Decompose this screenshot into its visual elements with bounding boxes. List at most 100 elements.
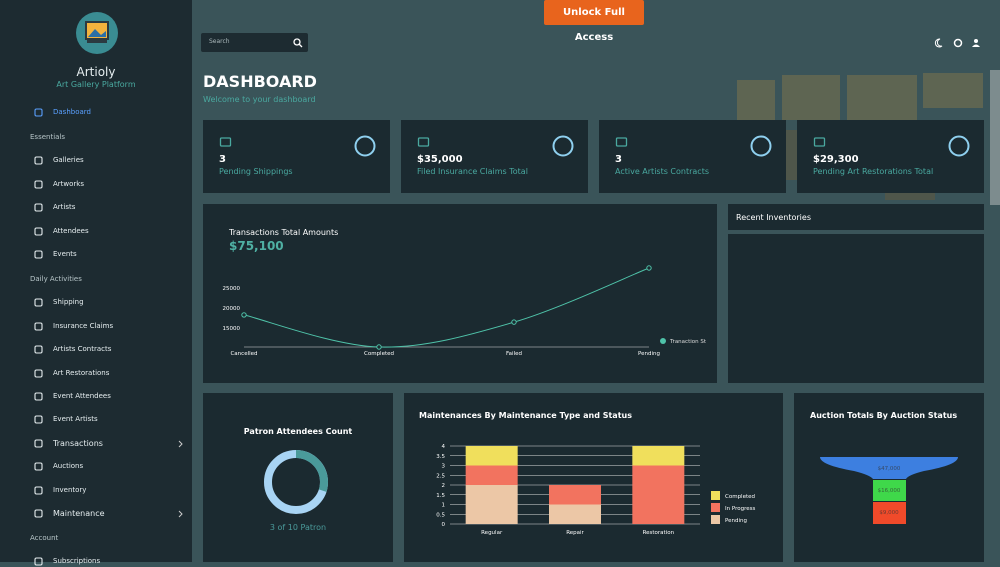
nav-item[interactable]: Inventory — [53, 485, 87, 494]
icon-shape — [34, 298, 43, 307]
bar-chart: 0 0.5 1 1.5 2 2.5 3 3.5 4 Regular Repair Restoratio… — [436, 444, 755, 536]
value-label: $9,000 — [879, 510, 899, 516]
bar-segment — [465, 485, 518, 524]
icon-shape — [34, 322, 43, 331]
nav-item[interactable]: Event Attendees — [53, 392, 111, 400]
nav-item[interactable]: Art Restorations — [53, 368, 110, 377]
search-icon — [293, 38, 303, 48]
x-tick-label: Completed — [364, 351, 394, 357]
nav-icon — [34, 345, 43, 354]
nav-icon — [34, 180, 43, 189]
y-tick-label: 0 — [442, 522, 446, 528]
y-tick-label: 1.5 — [436, 493, 445, 499]
nav-item[interactable]: Shipping — [53, 298, 84, 307]
y-tick-label: 4 — [442, 444, 446, 450]
nav-item[interactable]: Dashboard — [53, 108, 91, 116]
inventories-header: Recent Inventories — [728, 204, 984, 230]
legend-label: Pending — [725, 518, 747, 524]
nav-item[interactable]: Events — [53, 250, 77, 258]
top-icons[interactable] — [930, 36, 986, 50]
tagline: Art Gallery Platform — [56, 80, 136, 89]
nav-item[interactable]: Galleries — [53, 156, 84, 165]
stat-icon — [219, 137, 232, 147]
nav-item[interactable]: Attendees — [53, 226, 89, 235]
legend-label: In Progress — [725, 506, 755, 512]
legend-swatch — [660, 338, 666, 344]
icon-shape — [219, 137, 232, 147]
y-tick-label: 15000 — [223, 326, 241, 332]
progress-ring — [750, 135, 772, 157]
icon-shape — [34, 345, 43, 354]
progress-ring — [948, 135, 970, 157]
nav-item[interactable]: Maintenance — [53, 509, 105, 518]
donut-segment — [295, 450, 328, 492]
nav-icon — [34, 369, 43, 378]
patrons-panel: Patron Attendees Count 3 of 10 Patron — [203, 393, 393, 562]
nav-icon — [34, 439, 43, 448]
value-label: $47,000 — [878, 466, 901, 472]
nav-item[interactable]: Artists — [53, 203, 76, 212]
x-tick-label: Pending — [638, 351, 660, 357]
y-tick-label: 1 — [442, 503, 446, 509]
x-tick-label: Cancelled — [230, 351, 257, 357]
stat-value: 3 — [219, 154, 226, 165]
chevron — [178, 510, 183, 518]
nav-section: Daily Activities — [30, 275, 82, 284]
progress-ring — [354, 135, 376, 157]
nav-item[interactable]: Subscriptions — [53, 557, 101, 566]
nav-item[interactable]: Artists Contracts — [53, 345, 112, 354]
progress-ring — [552, 135, 574, 157]
x-tick-label: Failed — [506, 351, 522, 357]
stat-card: 3 Pending Shippings — [203, 120, 390, 193]
line — [243, 267, 650, 348]
line-chart: 15000 20000 25000 Cancelled Completed Failed P… — [223, 265, 707, 357]
unlock-button[interactable]: Unlock Full Access — [544, 0, 644, 43]
nav-item[interactable]: Event Artists — [53, 415, 98, 424]
nav-item[interactable]: Insurance Claims — [53, 321, 114, 330]
panel-title: Auction Totals By Auction Status — [810, 411, 958, 420]
x-tick-label: Repair — [566, 530, 584, 536]
icon-shape — [34, 415, 43, 424]
stat-value: 3 — [615, 154, 622, 165]
stat-icon — [417, 137, 430, 147]
stat-icon — [813, 137, 826, 147]
panel-title: Recent Inventories — [736, 213, 811, 222]
icon-shape — [34, 486, 43, 495]
panel-title: Transactions Total Amounts — [229, 228, 339, 237]
icon-shape — [34, 462, 43, 471]
total: $75,100 — [229, 239, 284, 253]
funnel-chart: $47,000 $16,000 $9,000 — [820, 457, 958, 524]
icon-shape — [34, 392, 43, 401]
icon-shape — [34, 509, 43, 518]
bar-segment — [632, 446, 685, 466]
legend-label: Completed — [725, 494, 755, 500]
page-title: DASHBOARD — [203, 72, 317, 91]
nav-icon — [34, 298, 43, 307]
nav-item[interactable]: Auctions — [53, 462, 84, 471]
stat-label: Filed Insurance Claims Total — [417, 167, 528, 176]
icon-shape — [34, 250, 43, 259]
chevron-shape — [178, 510, 183, 518]
bar-segment — [549, 485, 601, 505]
nav-icon — [34, 486, 43, 495]
chevron-shape — [178, 440, 183, 448]
y-tick-label: 25000 — [223, 286, 241, 292]
search-box[interactable]: Search — [201, 33, 308, 52]
icon-shape — [34, 156, 43, 165]
ring — [750, 135, 772, 157]
nav-item[interactable]: Artworks — [53, 179, 84, 188]
y-tick-label: 20000 — [223, 306, 241, 312]
nav-icon — [34, 250, 43, 259]
icon-shape — [813, 137, 826, 147]
legend-swatch — [711, 515, 720, 524]
nav-icon — [34, 392, 43, 401]
funnel-segment — [820, 457, 958, 479]
nav-item[interactable]: Transactions — [53, 438, 103, 448]
panel-title: Patron Attendees Count — [243, 427, 353, 436]
nav-icon — [34, 509, 43, 518]
icon-shape — [417, 137, 430, 147]
icon-shape — [34, 108, 43, 117]
y-tick-label: 3 — [442, 464, 446, 470]
y-tick-label: 0.5 — [436, 512, 445, 518]
x-tick-label: Restoration — [643, 530, 675, 536]
